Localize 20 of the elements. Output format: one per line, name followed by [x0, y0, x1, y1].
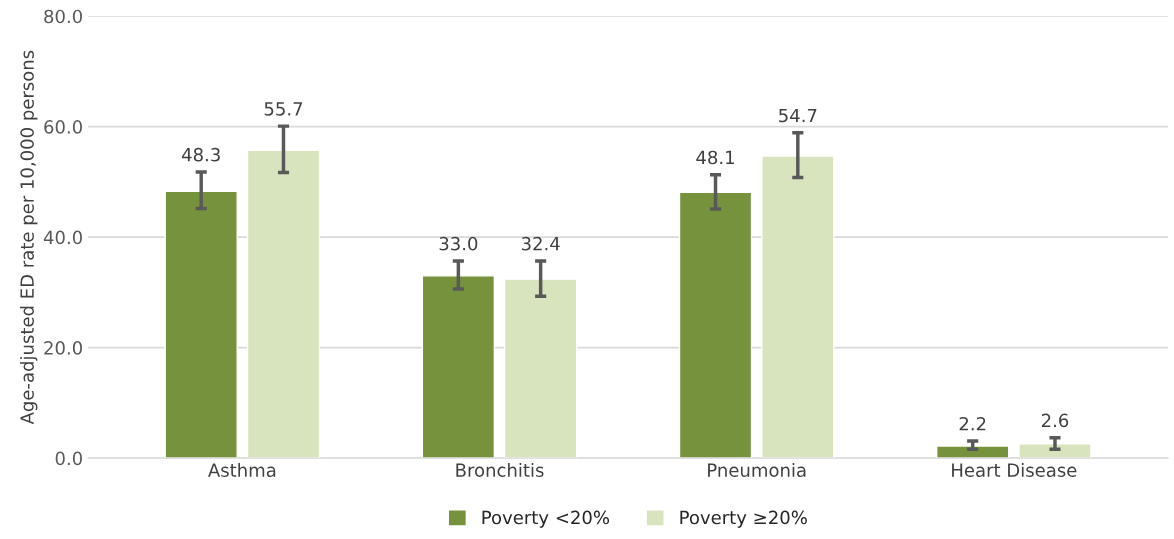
x-tick-label: Asthma	[208, 463, 276, 477]
data-label: 33.0	[439, 236, 478, 251]
data-label: 2.6	[1041, 413, 1069, 428]
y-axis-title: Age-adjusted ED rate per 10,000 persons	[19, 50, 38, 425]
x-tick-label: Bronchitis	[456, 463, 544, 477]
y-tick-label: 40.0	[43, 230, 82, 245]
y-tick-label: 80.0	[44, 9, 82, 24]
legend-label: Poverty <20%	[482, 510, 610, 528]
y-tick-label: 60.0	[44, 120, 82, 134]
data-label: 32.4	[521, 236, 560, 251]
data-label: 55.7	[264, 102, 303, 116]
data-label: 2.2	[959, 416, 986, 431]
legend-label: Poverty ≥20%	[680, 510, 807, 528]
data-label: 48.1	[696, 150, 734, 165]
data-label: 54.7	[779, 108, 817, 123]
data-label: 48.3	[181, 147, 220, 162]
y-tick-label: 20.0	[44, 341, 82, 355]
y-tick-label: 0.0	[55, 451, 82, 466]
x-tick-label: Pneumonia	[708, 463, 806, 477]
x-tick-label: Heart Disease	[952, 463, 1077, 477]
